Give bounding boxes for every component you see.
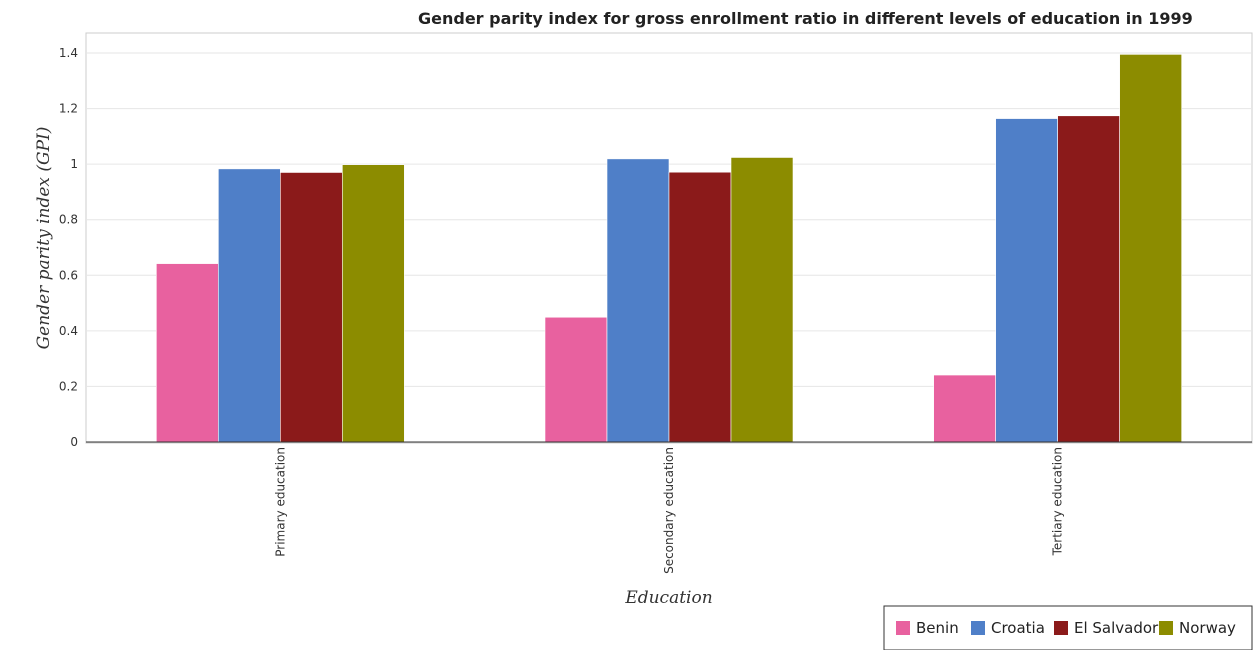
- bar-el-salvador: [280, 172, 343, 443]
- legend-swatch: [1054, 621, 1068, 635]
- bar-benin: [933, 374, 996, 443]
- bar-el-salvador: [1057, 115, 1120, 443]
- x-tick-labels: Primary education Secondary education Tert…: [273, 447, 1064, 574]
- bar-croatia: [218, 168, 281, 443]
- y-tick-label: 0.6: [59, 268, 78, 282]
- y-tick-label: 0: [70, 435, 78, 449]
- y-axis-label: Gender parity index (GPI): [34, 127, 54, 350]
- bars: [86, 54, 1252, 443]
- bar-norway: [730, 157, 794, 443]
- bar-el-salvador: [668, 171, 732, 443]
- bar-norway: [1119, 54, 1182, 443]
- legend-swatch: [896, 621, 910, 635]
- y-tick-label: 0.4: [59, 324, 78, 338]
- legend-label: Norway: [1179, 619, 1236, 637]
- y-tick-labels: 0 0.2 0.4 0.6 0.8 1 1.2 1.4: [59, 46, 78, 449]
- bar-croatia: [995, 118, 1058, 443]
- bar-norway: [342, 164, 405, 443]
- y-tick-label: 0.2: [59, 379, 78, 393]
- y-tick-label: 1: [70, 157, 78, 171]
- bar-benin: [544, 316, 608, 443]
- legend-swatch: [1159, 621, 1173, 635]
- y-tick-label: 0.8: [59, 213, 78, 227]
- legend-label: Croatia: [991, 619, 1045, 637]
- x-axis-label: Education: [624, 588, 712, 608]
- y-tick-label: 1.4: [59, 46, 78, 60]
- legend: Benin Croatia El Salvador Norway: [883, 605, 1253, 650]
- legend-swatch: [971, 621, 985, 635]
- x-tick-label: Secondary education: [662, 447, 676, 574]
- chart-title: Gender parity index for gross enrollment…: [418, 9, 1193, 28]
- bar-benin: [156, 263, 219, 443]
- legend-label: El Salvador: [1074, 619, 1159, 637]
- x-tick-label: Tertiary education: [1051, 447, 1065, 556]
- y-tick-label: 1.2: [59, 102, 78, 116]
- bar-croatia: [606, 158, 670, 443]
- legend-label: Benin: [916, 619, 959, 637]
- x-tick-label: Primary education: [273, 447, 287, 557]
